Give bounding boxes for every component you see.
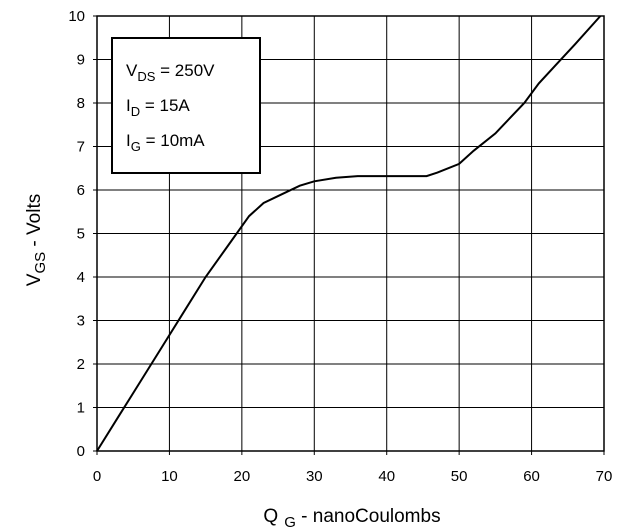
x-tick-label: 40 [378, 468, 395, 485]
annotation-symbol: I [126, 131, 131, 150]
x-tick-label: 30 [306, 468, 323, 485]
annotation-line: VDS = 250V [126, 61, 215, 84]
y-tick-label: 0 [77, 443, 85, 460]
x-tick-label: 0 [93, 468, 101, 485]
annotation-value: = 250V [155, 61, 215, 80]
x-axis-label-rest: - nanoCoulombs [296, 506, 441, 527]
y-tick-labels: 0 1 2 3 4 5 6 7 8 9 10 [68, 8, 97, 460]
y-tick-label: 3 [77, 313, 85, 330]
y-tick-label: 7 [77, 139, 85, 156]
y-tick-label: 4 [77, 269, 85, 286]
y-tick-label: 2 [77, 356, 85, 373]
annotation-symbol: I [126, 96, 131, 115]
annotation-value: = 10mA [141, 131, 205, 150]
series-line [96, 15, 602, 452]
y-tick-label: 9 [77, 52, 85, 69]
y-axis-label-main: V [24, 273, 45, 286]
y-tick-label: 5 [77, 226, 85, 243]
y-tick-label: 6 [77, 182, 85, 199]
y-axis-label-sub: GS [32, 252, 49, 274]
annotation-symbol: V [126, 61, 138, 80]
annotation-line: ID = 15A [126, 96, 190, 119]
annotation-line: IG = 10mA [126, 131, 205, 154]
annotation-subscript: DS [137, 69, 155, 84]
y-tick-label: 8 [77, 95, 85, 112]
annotation-subscript: G [131, 139, 141, 154]
annotation-subscript: D [131, 104, 140, 119]
x-tick-labels: 0 10 20 30 40 50 60 70 [93, 451, 613, 485]
x-axis-label-main: Q [263, 506, 278, 527]
x-tick-label: 70 [596, 468, 613, 485]
x-axis-label-sub: G [284, 514, 296, 530]
y-tick-label: 10 [68, 8, 85, 25]
grid [96, 15, 605, 452]
x-tick-label: 10 [161, 468, 178, 485]
annotation-value: = 15A [140, 96, 190, 115]
x-tick-label: 50 [451, 468, 468, 485]
x-tick-label: 20 [234, 468, 251, 485]
y-axis-label: VGS - Volts [24, 194, 49, 286]
x-tick-label: 60 [523, 468, 540, 485]
y-axis-label-rest: - Volts [24, 194, 45, 252]
y-tick-label: 1 [77, 400, 85, 417]
